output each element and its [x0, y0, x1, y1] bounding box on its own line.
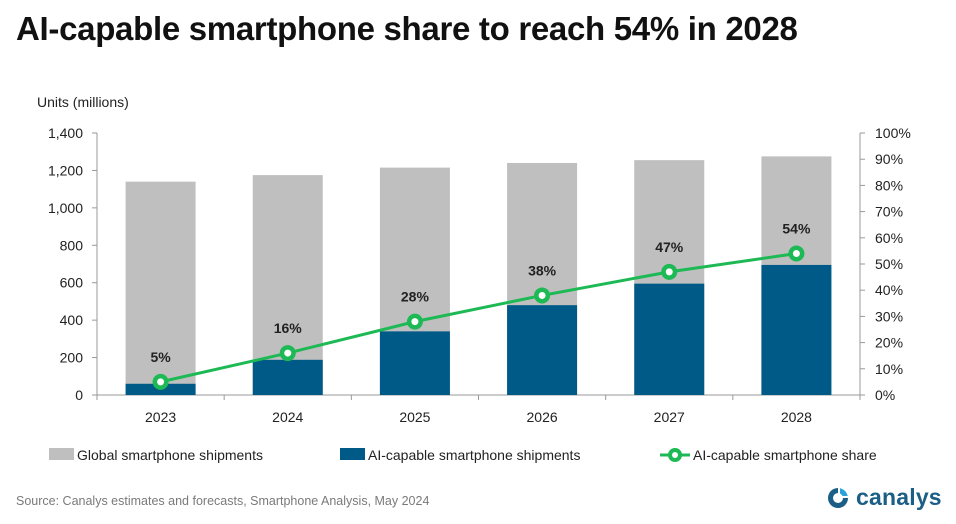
legend-global-label: Global smartphone shipments: [77, 447, 263, 463]
y2-tick-label: 40%: [875, 282, 903, 298]
y-tick-label: 400: [60, 312, 84, 328]
legend-ai-swatch: [340, 448, 365, 460]
y2-tick-label: 50%: [875, 256, 903, 272]
y2-tick-label: 90%: [875, 151, 903, 167]
ai-share-data-label: 28%: [401, 289, 430, 305]
y-tick-label: 800: [60, 237, 84, 253]
canalys-wordmark: canalys: [856, 484, 942, 510]
y2-tick-label: 100%: [875, 125, 911, 141]
y-tick-label: 1,400: [48, 125, 83, 141]
ai-shipments-bar: [507, 305, 578, 395]
ai-share-data-label: 5%: [150, 349, 171, 365]
source-note: Source: Canalys estimates and forecasts,…: [16, 494, 430, 508]
x-tick-label: 2027: [654, 409, 685, 425]
y-tick-label: 600: [60, 275, 84, 291]
ai-shipments-bar: [379, 331, 450, 395]
y2-tick-label: 10%: [875, 361, 903, 377]
ai-share-point-center: [665, 268, 673, 276]
x-tick-label: 2023: [145, 409, 176, 425]
ai-share-data-label: 54%: [782, 221, 811, 237]
legend-share-marker-center: [672, 452, 678, 458]
legend-ai-label: AI-capable smartphone shipments: [368, 447, 580, 463]
chart-title: AI-capable smartphone share to reach 54%…: [16, 10, 798, 47]
x-tick-label: 2026: [527, 409, 558, 425]
y-tick-label: 200: [60, 350, 84, 366]
x-tick-label: 2025: [399, 409, 430, 425]
canalys-logo: canalys: [826, 484, 942, 511]
ai-share-point-center: [411, 318, 419, 326]
y2-tick-label: 30%: [875, 308, 903, 324]
y-axis-title: Units (millions): [37, 94, 129, 110]
ai-shipments-bar: [634, 283, 705, 395]
y-tick-label: 0: [75, 387, 83, 403]
global-shipments-bar: [125, 181, 196, 395]
y2-tick-label: 0%: [875, 387, 895, 403]
y-tick-label: 1,000: [48, 200, 83, 216]
canalys-logo-icon: [828, 487, 848, 508]
ai-share-point-center: [157, 378, 165, 386]
ai-share-data-label: 38%: [528, 262, 557, 278]
y-tick-label: 1,200: [48, 162, 83, 178]
ai-shipments-bar: [252, 359, 323, 395]
x-tick-label: 2028: [781, 409, 812, 425]
ai-share-data-label: 47%: [655, 239, 684, 255]
x-tick-label: 2024: [272, 409, 303, 425]
legend-global-swatch: [49, 448, 74, 460]
ai-share-data-label: 16%: [274, 320, 303, 336]
legend-share-label: AI-capable smartphone share: [693, 447, 877, 463]
y2-tick-label: 60%: [875, 230, 903, 246]
ai-share-point-center: [284, 349, 292, 357]
y2-tick-label: 20%: [875, 335, 903, 351]
y2-tick-label: 80%: [875, 177, 903, 193]
ai-share-point-center: [538, 291, 546, 299]
ai-shipments-bar: [761, 264, 832, 395]
ai-share-line: [160, 252, 797, 384]
y2-tick-label: 70%: [875, 204, 903, 220]
ai-share-point-center: [792, 250, 800, 258]
